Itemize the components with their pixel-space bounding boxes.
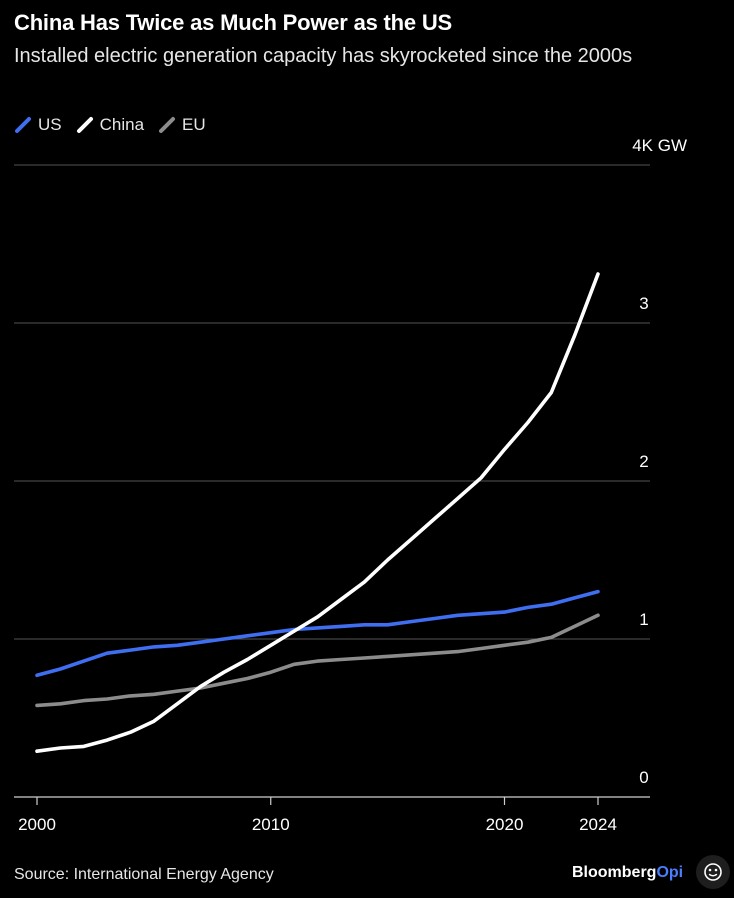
source-note: Source: International Energy Agency <box>14 866 274 883</box>
legend-swatch-china <box>76 117 93 133</box>
chart-title: China Has Twice as Much Power as the US <box>14 10 453 35</box>
y-tick-label-4: 4K GW <box>632 136 687 155</box>
brand-logo-main: Bloomberg <box>572 864 657 881</box>
legend-swatch-eu <box>159 117 176 133</box>
y-tick-label-1: 1 <box>639 610 648 629</box>
series-line-eu <box>35 613 600 708</box>
x-tick-label-1: 2010 <box>252 815 290 834</box>
y-tick-label-0: 0 <box>639 768 648 787</box>
x-tick-label-0: 2000 <box>18 815 56 834</box>
legend-item-us: US <box>14 115 62 135</box>
share-button[interactable] <box>696 855 730 889</box>
legend-item-eu: EU <box>158 115 206 135</box>
share-icon <box>704 863 722 881</box>
chart-subtitle: Installed electric generation capacity h… <box>14 45 633 67</box>
series-line-china <box>35 272 600 754</box>
legend-swatch-us <box>15 117 31 133</box>
y-tick-label-2: 2 <box>639 452 648 471</box>
y-tick-label-3: 3 <box>639 294 648 313</box>
legend-item-china: China <box>76 115 144 135</box>
series-line-us <box>35 589 600 678</box>
chart-legend: US China EU <box>14 115 220 135</box>
x-tick-label-3: 2024 <box>579 815 617 834</box>
brand-logo: BloombergOpi <box>572 864 692 882</box>
line-chart: 0 1 2 3 4K GW 2000 2010 2020 2024 <box>14 136 687 834</box>
x-tick-label-2: 2020 <box>486 815 524 834</box>
brand-logo-accent: Opi <box>656 864 684 881</box>
legend-label-eu: EU <box>182 115 206 134</box>
legend-label-china: China <box>99 115 145 134</box>
legend-label-us: US <box>38 115 62 134</box>
